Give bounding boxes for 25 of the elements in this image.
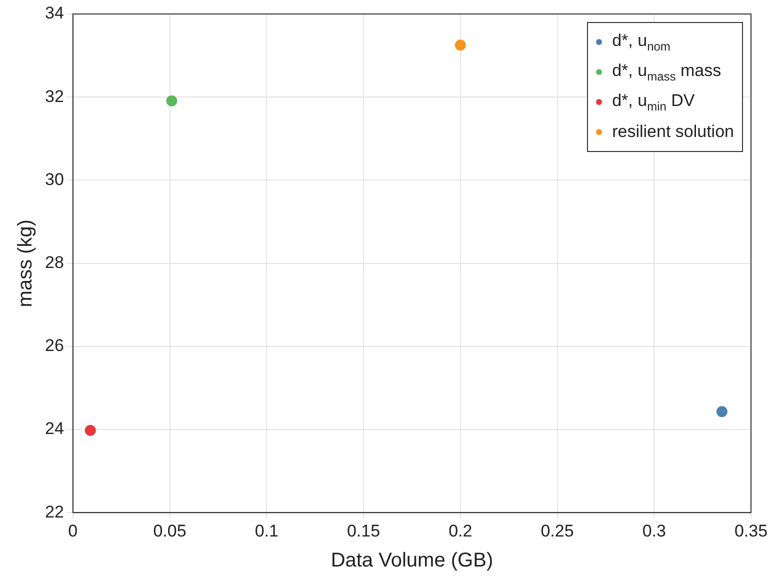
y-axis-title: mass (kg) — [14, 219, 37, 308]
y-tick-label: 34 — [44, 4, 64, 23]
x-tick-label: 0.2 — [448, 521, 472, 540]
point — [166, 95, 178, 106]
x-tick-label: 0.35 — [734, 521, 768, 540]
legend-label: d*, u$_{nom}$ — [612, 30, 670, 54]
y-tick-label: 24 — [44, 419, 64, 438]
x-tick-label: 0.1 — [254, 521, 278, 540]
x-tick-label: 0.05 — [153, 521, 186, 540]
y-tick-label: 30 — [44, 170, 64, 189]
point — [454, 40, 466, 51]
x-tick-label: 0 — [68, 521, 78, 540]
y-tick-label: 32 — [44, 86, 64, 106]
x-tick-label: 0.3 — [642, 521, 666, 540]
legend-label: resilient solution — [612, 122, 734, 142]
y-tick-label: 26 — [44, 336, 64, 356]
y-tick-label: 22 — [44, 502, 64, 522]
legend-label: d*, u$_{mass}$ mass — [612, 60, 722, 84]
x-axis-title: Data Volume (GB) — [330, 550, 494, 572]
x-tick-label: 0.15 — [346, 521, 380, 540]
point — [84, 424, 96, 436]
y-tick-label: 28 — [44, 252, 64, 272]
point — [716, 406, 728, 418]
x-tick-label: 0.25 — [540, 521, 574, 540]
legend-label: d*, u$_{min}$ DV — [612, 90, 695, 114]
